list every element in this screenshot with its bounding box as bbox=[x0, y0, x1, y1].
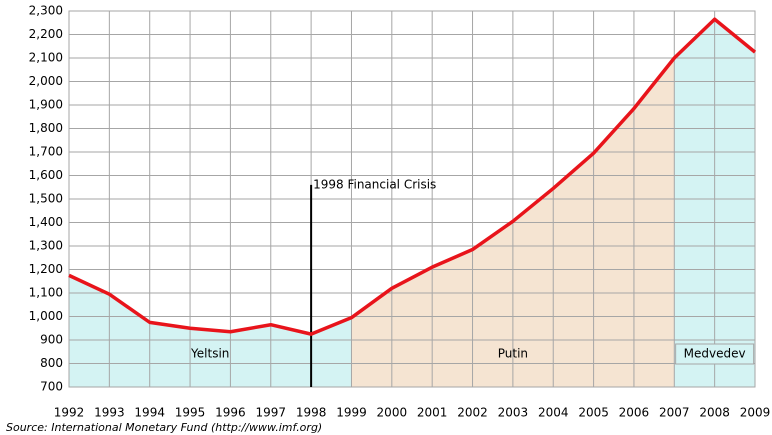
x-tick-label: 2002 bbox=[457, 406, 488, 420]
period-label: Yeltsin bbox=[190, 347, 229, 361]
y-tick-label: 2,000 bbox=[29, 74, 63, 88]
y-tick-label: 700 bbox=[40, 380, 63, 394]
x-tick-label: 1993 bbox=[94, 406, 125, 420]
x-tick-label: 1994 bbox=[134, 406, 165, 420]
x-tick-label: 2007 bbox=[659, 406, 690, 420]
y-tick-label: 1,400 bbox=[29, 215, 63, 229]
x-tick-label: 2005 bbox=[578, 406, 609, 420]
y-tick-label: 1,600 bbox=[29, 168, 63, 182]
y-tick-label: 900 bbox=[40, 333, 63, 347]
x-tick-label: 2003 bbox=[498, 406, 529, 420]
y-tick-label: 2,100 bbox=[29, 51, 63, 65]
y-tick-label: 1,000 bbox=[29, 309, 63, 323]
x-tick-label: 2001 bbox=[417, 406, 448, 420]
period-label: Putin bbox=[498, 347, 528, 361]
x-tick-label: 2009 bbox=[740, 406, 771, 420]
y-tick-label: 1,100 bbox=[29, 286, 63, 300]
x-tick-label: 2000 bbox=[377, 406, 408, 420]
x-tick-label: 1996 bbox=[215, 406, 246, 420]
period-label: Medvedev bbox=[684, 347, 746, 361]
y-tick-label: 1,500 bbox=[29, 192, 63, 206]
source-note: Source: International Monetary Fund (htt… bbox=[6, 421, 322, 434]
annotation-text: 1998 Financial Crisis bbox=[313, 177, 436, 191]
y-tick-label: 1,300 bbox=[29, 239, 63, 253]
y-tick-label: 800 bbox=[40, 356, 63, 370]
period-label-box bbox=[675, 343, 755, 365]
y-tick-label: 1,700 bbox=[29, 145, 63, 159]
y-tick-label: 1,800 bbox=[29, 121, 63, 135]
x-tick-label: 1997 bbox=[255, 406, 286, 420]
y-tick-label: 1,200 bbox=[29, 262, 63, 276]
x-tick-label: 2006 bbox=[619, 406, 650, 420]
x-tick-label: 1999 bbox=[336, 406, 367, 420]
y-tick-label: 2,200 bbox=[29, 27, 63, 41]
x-tick-label: 2008 bbox=[699, 406, 730, 420]
x-tick-label: 1995 bbox=[175, 406, 206, 420]
x-tick-label: 1992 bbox=[54, 406, 85, 420]
plot-border bbox=[68, 10, 756, 388]
y-tick-label: 2,300 bbox=[29, 4, 63, 18]
data-line bbox=[68, 17, 757, 336]
x-tick-label: 2004 bbox=[538, 406, 569, 420]
y-tick-label: 1,900 bbox=[29, 98, 63, 112]
x-tick-label: 1998 bbox=[296, 406, 327, 420]
